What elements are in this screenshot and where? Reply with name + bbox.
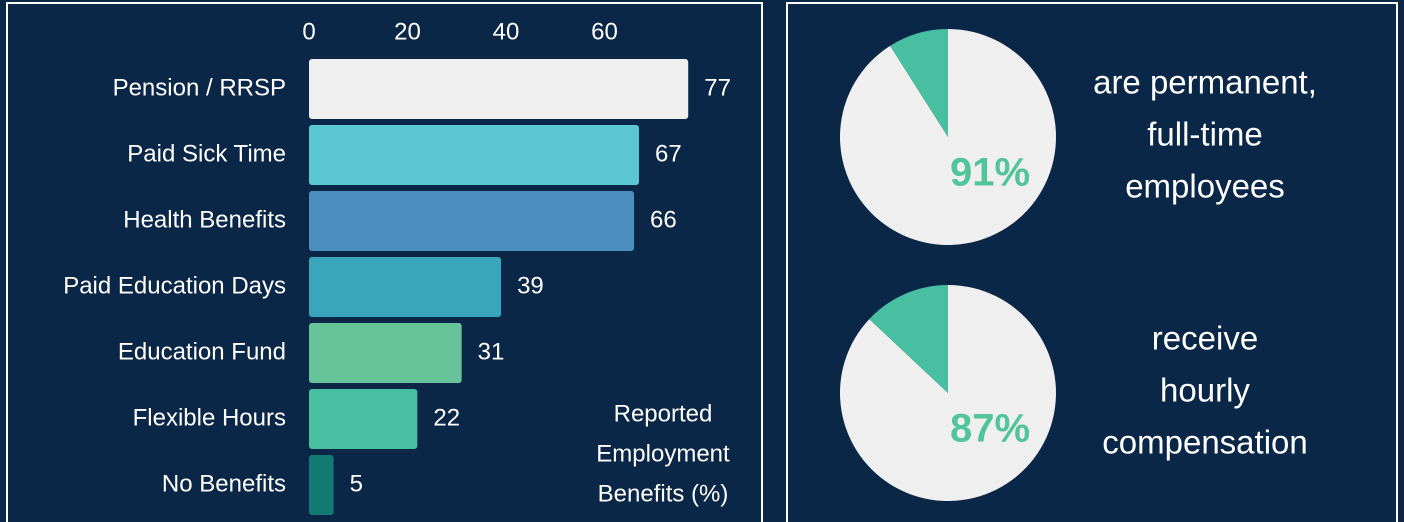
value-label: 39 <box>517 272 544 299</box>
category-label: Health Benefits <box>123 206 286 233</box>
left-panel <box>6 2 763 522</box>
pie-value-label: 87% <box>950 407 1030 451</box>
value-label: 5 <box>350 470 363 497</box>
bar <box>309 59 689 119</box>
category-label: Flexible Hours <box>133 404 286 431</box>
bar <box>309 323 462 383</box>
category-label: Pension / RRSP <box>113 74 286 101</box>
bar <box>309 389 418 449</box>
bar <box>309 191 635 251</box>
axis-label: Benefits (%) <box>598 480 729 507</box>
pie-value-label: 91% <box>950 151 1030 195</box>
pie-caption: hourly <box>1160 372 1250 409</box>
pie-caption: compensation <box>1102 424 1307 461</box>
axis-label: Employment <box>596 440 730 467</box>
pie-caption: full-time <box>1147 116 1263 153</box>
value-label: 66 <box>650 206 677 233</box>
axis-label: Reported <box>614 400 713 427</box>
value-label: 77 <box>704 74 731 101</box>
right-panel <box>786 2 1398 522</box>
pie-slice <box>890 28 948 137</box>
category-label: No Benefits <box>162 470 286 497</box>
pie-slice <box>840 29 1057 245</box>
value-label: 67 <box>655 140 682 167</box>
pie-caption: employees <box>1125 168 1285 205</box>
value-label: 22 <box>433 404 460 431</box>
x-tick-label: 60 <box>591 18 618 45</box>
category-label: Paid Sick Time <box>127 140 286 167</box>
x-tick-label: 40 <box>493 18 520 45</box>
value-label: 31 <box>478 338 505 365</box>
pie-caption: receive <box>1152 320 1258 357</box>
pie-slice <box>869 285 948 393</box>
bar <box>309 257 502 317</box>
pie-caption: are permanent, <box>1093 64 1317 101</box>
bar <box>309 125 639 185</box>
x-tick-label: 0 <box>302 18 315 45</box>
category-label: Education Fund <box>118 338 286 365</box>
category-label: Paid Education Days <box>63 272 286 299</box>
bar <box>309 455 334 515</box>
x-tick-label: 20 <box>394 18 421 45</box>
